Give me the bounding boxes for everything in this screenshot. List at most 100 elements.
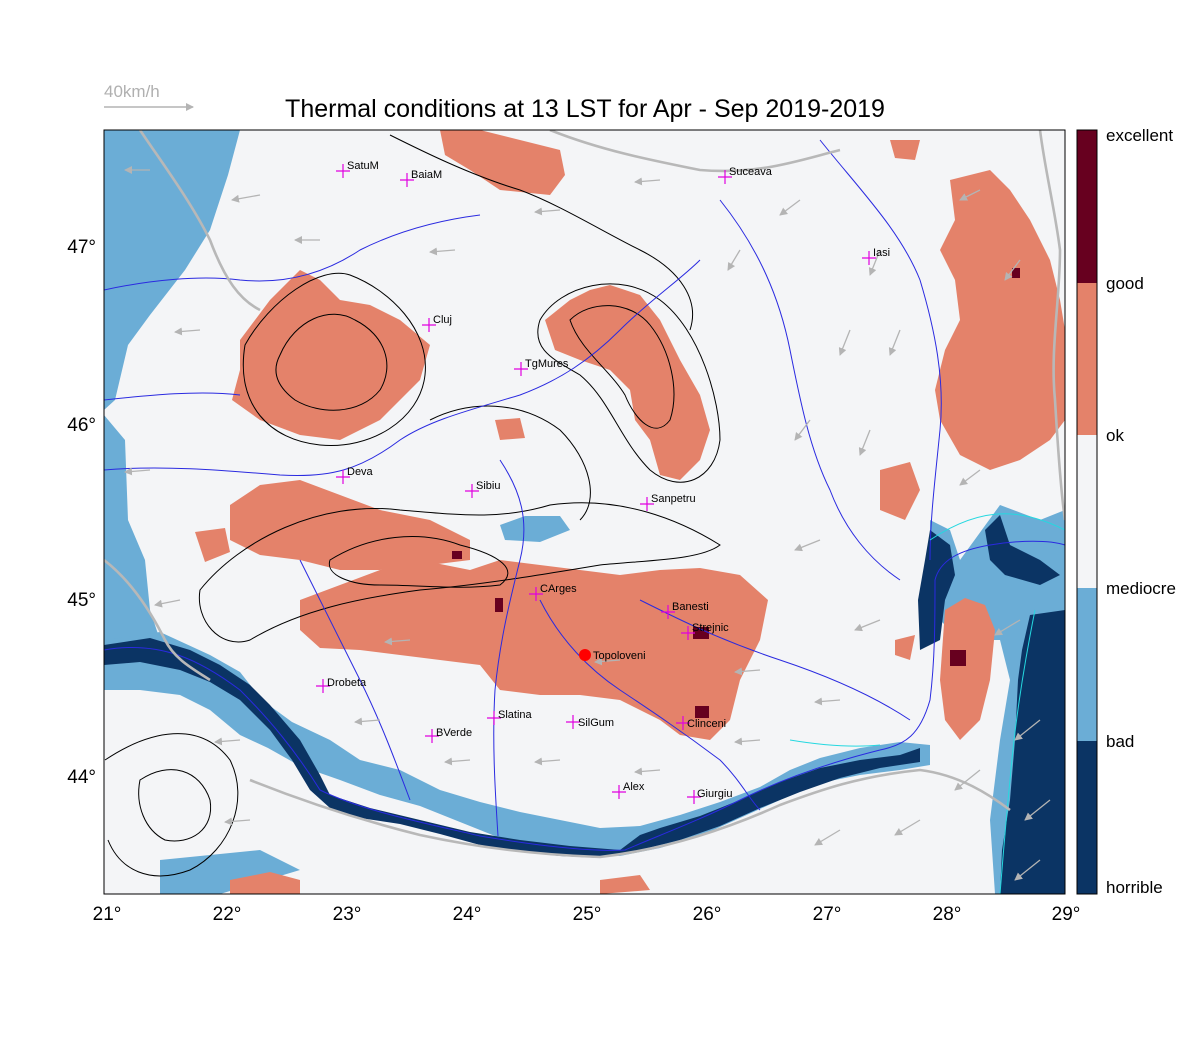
city-marker-satum-icon	[336, 164, 350, 178]
wind-arrow	[994, 619, 1021, 636]
wind-arrow	[779, 199, 801, 216]
city-marker-alex-icon	[612, 785, 626, 799]
wind-arrow	[1004, 259, 1021, 281]
excellent-spot-carges	[495, 598, 503, 612]
contour-banat	[104, 733, 239, 877]
city-label-topoloveni: Topoloveni	[593, 650, 646, 662]
wind-arrow	[814, 697, 841, 706]
excellent-spot-strejnic	[693, 627, 709, 639]
colorbar-bad	[1077, 588, 1097, 741]
river-olt	[493, 459, 525, 837]
lon-tick-24: 24°	[453, 904, 482, 925]
wind-arrow	[794, 539, 821, 552]
border-south	[249, 768, 1011, 859]
wind-arrow	[634, 767, 661, 776]
city-marker-carges-icon	[529, 587, 543, 601]
colorbar-label-bad: bad	[1106, 732, 1134, 751]
city-marker-sibiu-icon	[465, 484, 479, 498]
map-frame	[103, 129, 1066, 895]
lon-tick-21: 21°	[93, 904, 122, 925]
city-label-strejnic: Strejnic	[692, 622, 729, 634]
horrible-regions	[104, 515, 1065, 894]
wind-arrow	[1014, 719, 1041, 741]
latitude-axis: 44° 45° 46° 47°	[67, 237, 96, 788]
good-regions	[195, 130, 1065, 894]
rivers	[104, 139, 1065, 851]
city-marker-silgum-icon	[566, 715, 580, 729]
city-marker-banesti-icon	[661, 605, 675, 619]
horrible-region-delta-north	[918, 530, 955, 650]
contour-southern-carpathians	[198, 502, 721, 643]
city-marker-giurgiu-icon	[687, 790, 701, 804]
colorbar-horrible	[1077, 741, 1097, 894]
city-label-slatina: Slatina	[498, 709, 533, 721]
terrain-contours	[104, 134, 721, 877]
good-region-moldova-east	[935, 170, 1065, 470]
border-north	[549, 130, 841, 173]
good-region-south-edge	[230, 872, 650, 894]
wind-arrow	[429, 247, 456, 256]
colorbar-excellent	[1077, 130, 1097, 283]
lon-tick-27: 27°	[813, 904, 842, 925]
border-east	[1038, 130, 1065, 521]
wind-arrow	[154, 599, 181, 608]
contour-banat-inner	[138, 769, 212, 842]
colorbar-label-horrible: horrible	[1106, 878, 1163, 897]
colorbar-ok	[1077, 435, 1097, 588]
lat-tick-47: 47°	[67, 237, 96, 258]
lon-tick-28: 28°	[933, 904, 962, 925]
horrible-region-delta-lakes	[985, 515, 1060, 585]
wind-arrow	[959, 189, 981, 201]
river-jiu	[299, 559, 411, 801]
contour-apuseni-inner	[275, 313, 388, 411]
wind-arrow	[634, 177, 661, 186]
good-region-mures-patch	[495, 418, 525, 440]
map-title: Thermal conditions at 13 LST for Apr - S…	[285, 95, 885, 123]
wind-vectors	[124, 166, 1051, 881]
wind-arrow	[727, 249, 741, 271]
good-region-apuseni	[232, 270, 430, 440]
country-borders	[104, 130, 1065, 859]
excellent-spot-dobrogea	[950, 650, 966, 666]
lon-tick-22: 22°	[213, 904, 242, 925]
wind-arrow	[734, 667, 761, 676]
river-mures	[104, 259, 701, 477]
city-label-tgmures: TgMures	[525, 358, 569, 370]
city-marker-baiam-icon	[400, 173, 414, 187]
wind-reference-label: 40km/h	[104, 82, 160, 101]
bad-region-west	[104, 130, 240, 410]
colorbar-frame	[1076, 129, 1098, 895]
city-markers	[316, 164, 876, 804]
border-west	[104, 558, 211, 682]
city-marker-clinceni-icon	[676, 716, 690, 730]
wind-arrow	[384, 637, 411, 646]
contour-southern-carpathians-inner	[328, 536, 509, 588]
shoreline-black-sea	[999, 609, 1036, 894]
city-label-alex: Alex	[623, 781, 645, 793]
river-danube	[104, 540, 1065, 851]
city-marker-suceava-icon	[718, 170, 732, 184]
contour-eastern-carpathians-inner	[569, 305, 675, 429]
city-marker-strejnic-icon	[681, 626, 695, 640]
wind-arrow	[444, 757, 471, 766]
wind-arrow	[868, 249, 881, 276]
wind-arrow	[894, 819, 921, 836]
wind-arrow	[734, 737, 761, 746]
excellent-spot-moldova	[1012, 268, 1020, 278]
wind-arrow	[854, 619, 881, 632]
river-crisuri	[104, 392, 241, 401]
lon-tick-25: 25°	[573, 904, 602, 925]
river-prut	[819, 139, 942, 561]
colorbar-label-good: good	[1106, 274, 1144, 293]
city-marker-deva-icon	[336, 470, 350, 484]
map-panel: SatuM BaiaM Suceava Iasi Cluj TgMures De…	[104, 130, 1065, 894]
good-region-eastern-carpathians	[545, 285, 710, 480]
wind-arrow	[838, 329, 851, 356]
wind-arrow	[1014, 859, 1041, 881]
wind-arrow	[124, 467, 151, 476]
bad-region-southwest	[104, 415, 160, 660]
shorelines	[789, 513, 1065, 894]
wind-arrow	[231, 194, 261, 203]
wind-arrow	[534, 757, 561, 766]
wind-arrow	[888, 329, 901, 356]
